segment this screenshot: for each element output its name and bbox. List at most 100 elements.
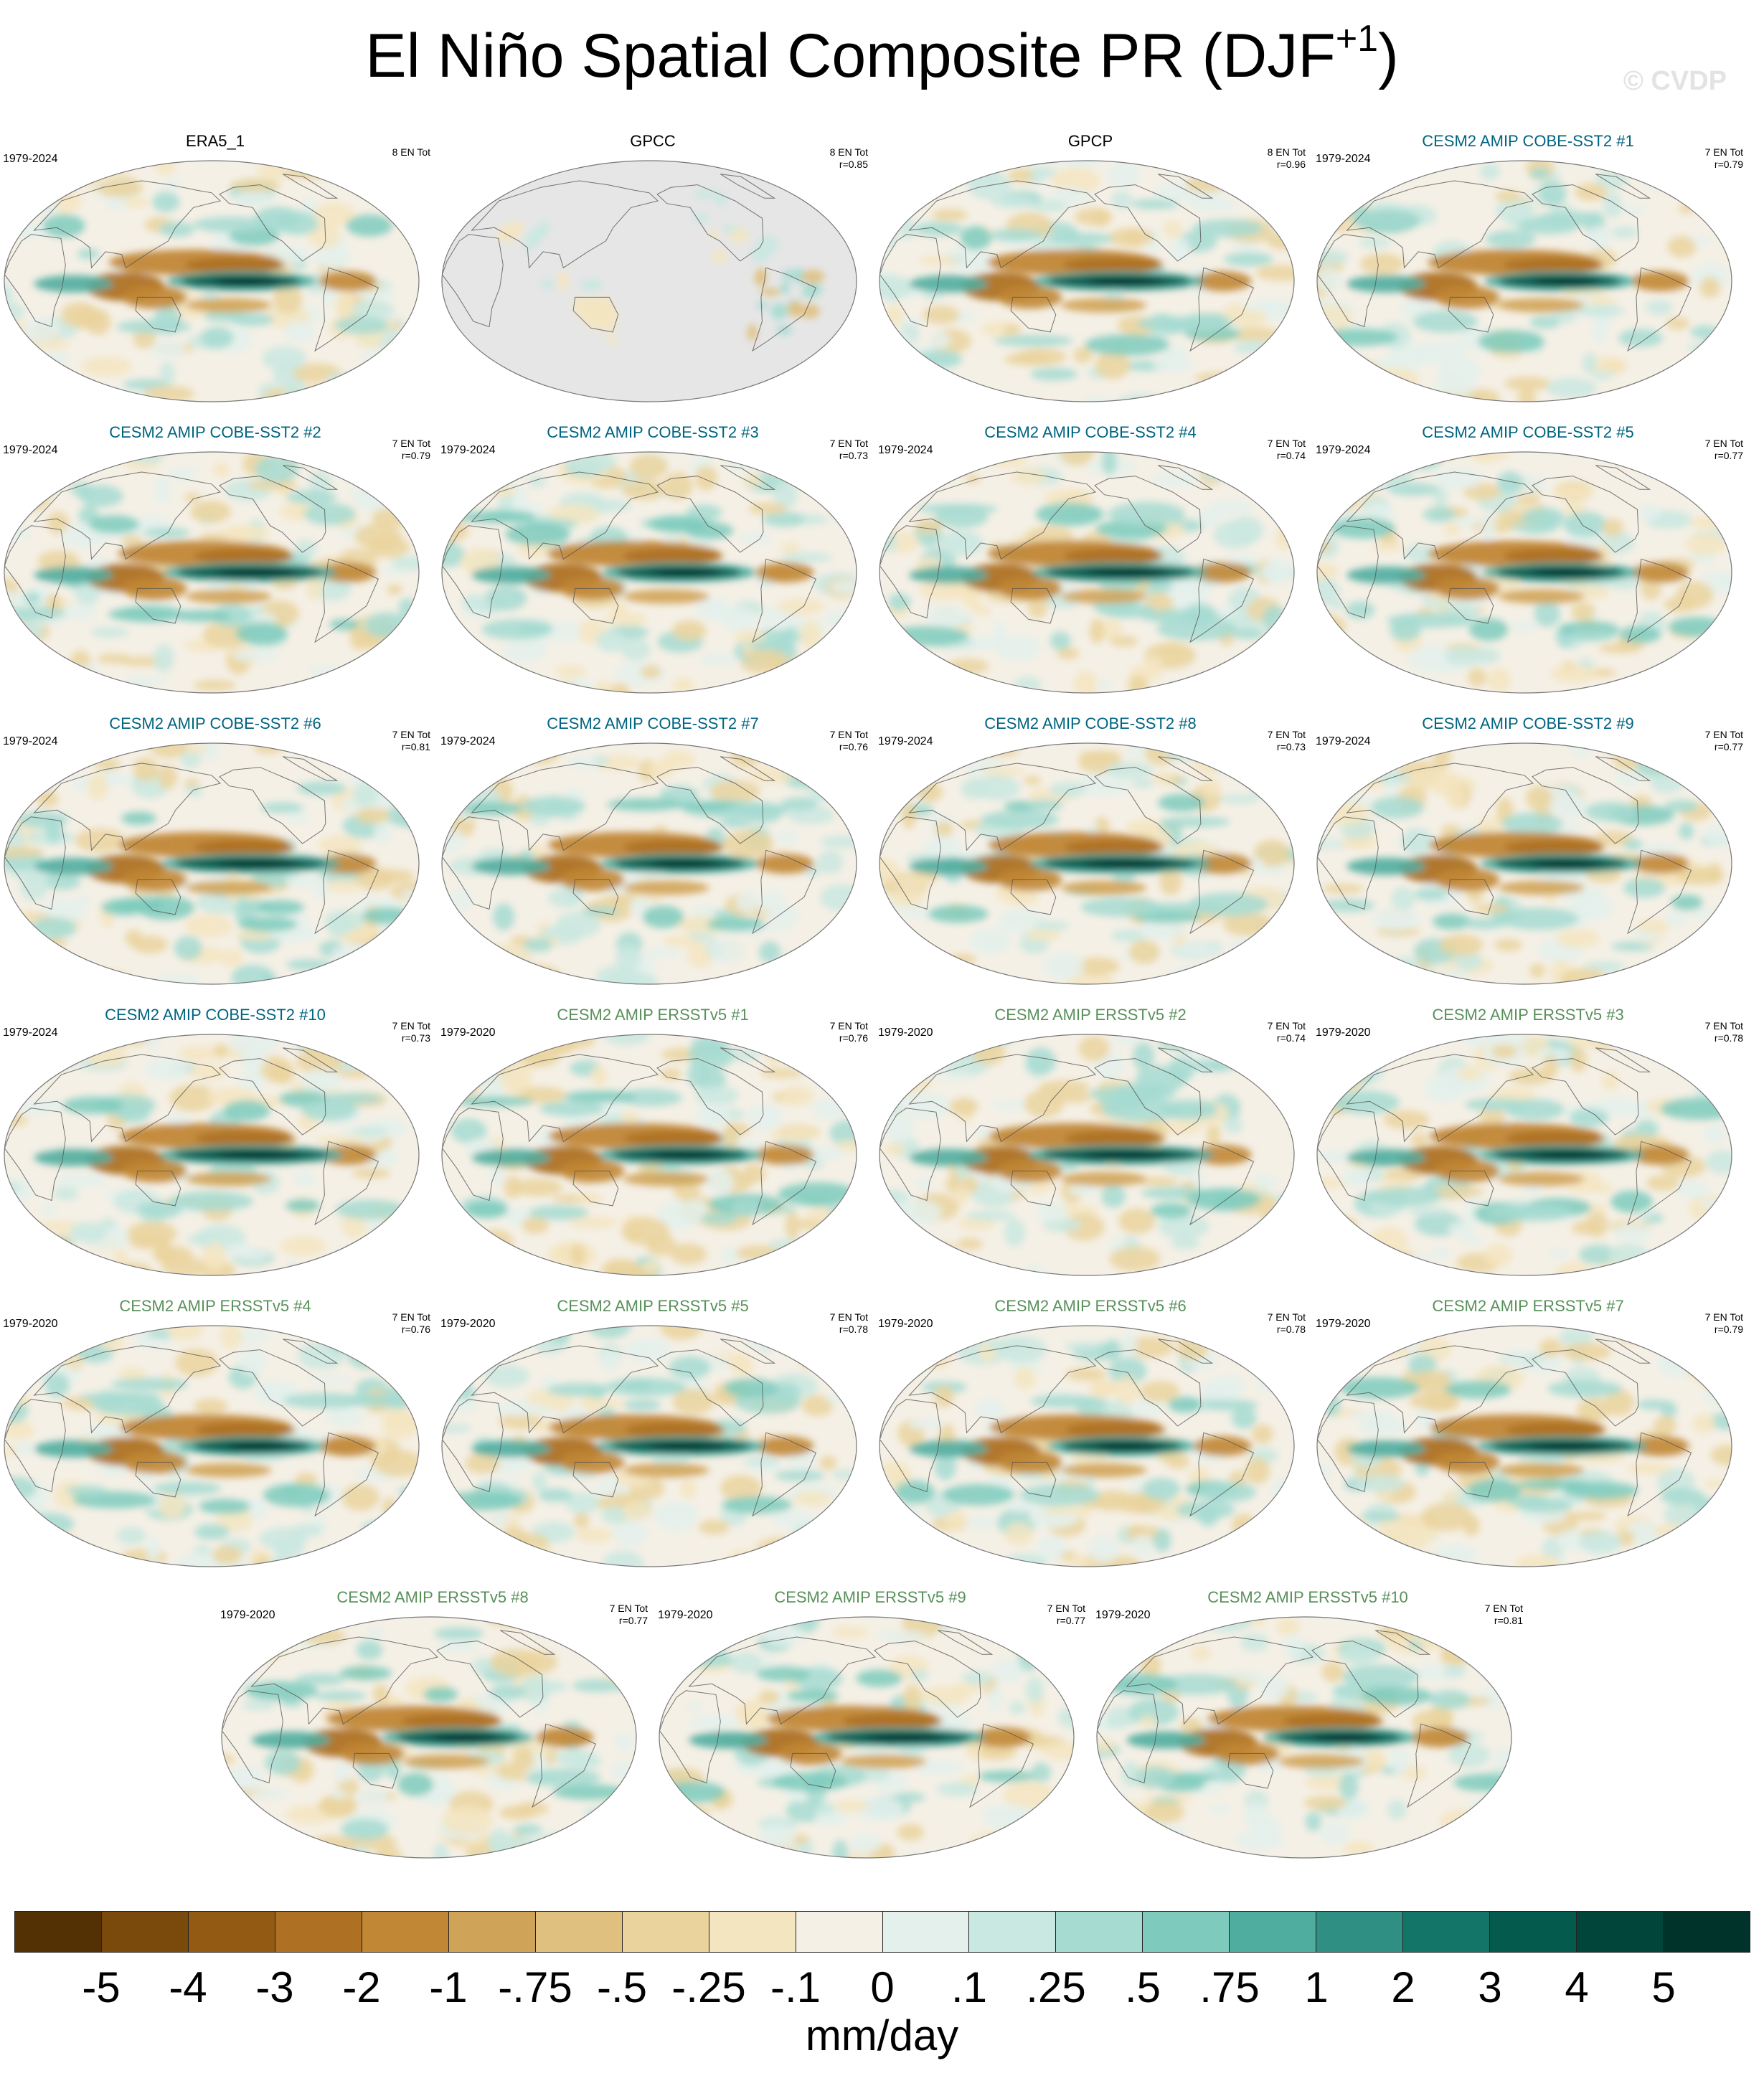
land-anomaly-blob <box>694 189 715 200</box>
anomaly-speckle <box>910 468 930 488</box>
anomaly-speckle <box>1623 878 1666 898</box>
coastline <box>135 588 181 624</box>
anomaly-speckle <box>1712 348 1728 359</box>
anomaly-speckle <box>1614 770 1643 785</box>
midlat-wet-band <box>1036 502 1103 527</box>
map-panel: CESM2 AMIP COBE-SST2 #7 1979-2024 7 EN Tot… <box>438 713 868 1000</box>
anomaly-speckle <box>1227 1257 1263 1273</box>
midlat-wet-band <box>1164 1106 1216 1120</box>
anomaly-speckle <box>302 1326 334 1339</box>
midlat-wet-band <box>1501 813 1563 835</box>
anomaly-speckle <box>220 949 244 967</box>
coastline <box>33 471 222 560</box>
coastline <box>656 1349 764 1427</box>
anomaly-speckle <box>70 1222 108 1243</box>
map-svg <box>4 160 420 402</box>
panel-event-count: 7 EN Tot <box>1267 438 1306 449</box>
anomaly-speckle <box>133 757 159 782</box>
coastlines <box>879 174 1255 352</box>
coastlines <box>879 1339 1255 1517</box>
anomaly-speckle <box>500 1526 528 1551</box>
midlat-wet-band <box>423 1686 458 1702</box>
panel-stats: 7 EN Tot r=0.77 <box>610 1603 648 1627</box>
anomaly-speckle <box>1052 1092 1093 1103</box>
anomaly-speckle <box>4 461 32 486</box>
anomaly-speckle <box>699 653 737 666</box>
anomaly-speckle <box>1073 957 1121 975</box>
anomaly-speckle <box>910 1356 948 1367</box>
anomaly-speckle <box>1338 466 1379 492</box>
wet-indian-ocean <box>1126 1731 1206 1749</box>
map-panel: GPCC 8 EN Tot r=0.85 <box>438 131 868 417</box>
anomaly-speckle <box>1317 1212 1343 1238</box>
anomaly-speckle <box>1305 1811 1321 1831</box>
anomaly-speckle <box>769 1128 821 1141</box>
coastline <box>656 476 764 553</box>
wet-tongue-max <box>1084 1151 1171 1159</box>
coastline <box>1448 1170 1494 1207</box>
anomaly-speckle <box>1108 227 1154 247</box>
anomaly-speckle <box>491 1544 519 1565</box>
midlat-wet-band <box>701 1212 738 1225</box>
anomaly-speckle <box>1220 384 1245 402</box>
coastline <box>1317 1108 1379 1202</box>
midlat-wet-band <box>108 607 179 622</box>
wet-indian-ocean <box>34 857 113 875</box>
anomaly-speckle <box>968 1832 1017 1857</box>
midlat-wet-band <box>152 1481 222 1496</box>
midlat-wet-band <box>1202 1400 1259 1411</box>
dry-spcz <box>1498 589 1585 604</box>
anomaly-speckle <box>1636 919 1670 933</box>
midlat-wet-band <box>1176 1501 1235 1519</box>
anomaly-speckle <box>699 1831 740 1844</box>
panel-years: 1979-2020 <box>878 1318 933 1330</box>
anomaly-speckle <box>1322 1217 1358 1232</box>
anomaly-speckle <box>483 1553 532 1562</box>
anomaly-speckle <box>470 754 505 771</box>
anomaly-speckle <box>395 189 419 202</box>
anomaly-speckle <box>1706 1541 1732 1552</box>
anomaly-speckle <box>1138 1176 1179 1186</box>
midlat-wet-band <box>787 1689 839 1703</box>
anomaly-speckle <box>915 1177 932 1189</box>
anomaly-speckle <box>136 1201 181 1219</box>
anomaly-speckle <box>1058 1707 1074 1728</box>
anomaly-speckle <box>350 301 395 319</box>
map-panel: ERA5_1 1979-2024 8 EN Tot <box>0 131 430 417</box>
anomaly-speckle <box>621 479 668 500</box>
midlat-wet-band <box>1664 800 1699 813</box>
anomaly-speckle <box>336 290 354 319</box>
anomaly-speckle <box>301 1068 341 1093</box>
anomaly-speckle <box>1059 452 1095 466</box>
anomaly-speckle <box>221 524 270 542</box>
anomaly-speckle <box>359 350 387 361</box>
anomaly-speckle <box>1546 377 1597 399</box>
panel-stats: 7 EN Tot r=0.73 <box>1268 729 1306 753</box>
anomaly-speckle <box>613 1520 648 1547</box>
colorbar-tick-label: -4 <box>169 1963 207 2011</box>
anomaly-speckle <box>981 766 1024 776</box>
dry-band-north-core <box>1064 1131 1165 1147</box>
colorbar <box>14 1911 1750 1953</box>
anomaly-speckle <box>20 1039 61 1058</box>
anomaly-speckle <box>1638 504 1661 522</box>
anomaly-speckle <box>1423 506 1456 522</box>
anomaly-speckle <box>382 1222 419 1237</box>
coastline <box>1595 1047 1651 1072</box>
anomaly-speckle <box>1339 1643 1378 1666</box>
anomaly-speckle <box>747 1103 783 1131</box>
anomaly-speckle <box>405 466 419 483</box>
anomaly-speckle <box>877 1631 928 1643</box>
midlat-wet-band <box>1080 897 1164 917</box>
panel-pattern-correlation: r=0.79 <box>1714 159 1743 170</box>
anomaly-speckle <box>159 361 175 386</box>
anomaly-speckle <box>1185 176 1227 193</box>
anomaly-speckle <box>169 1084 217 1112</box>
anomaly-speckle <box>685 1839 708 1854</box>
midlat-wet-band <box>856 1669 902 1687</box>
anomaly-speckle <box>615 944 642 973</box>
panel-title: CESM2 AMIP COBE-SST2 #6 <box>109 714 321 732</box>
anomaly-speckle <box>1095 351 1131 379</box>
panel-pattern-correlation: r=0.85 <box>839 159 868 170</box>
midlat-wet-band <box>116 319 192 334</box>
